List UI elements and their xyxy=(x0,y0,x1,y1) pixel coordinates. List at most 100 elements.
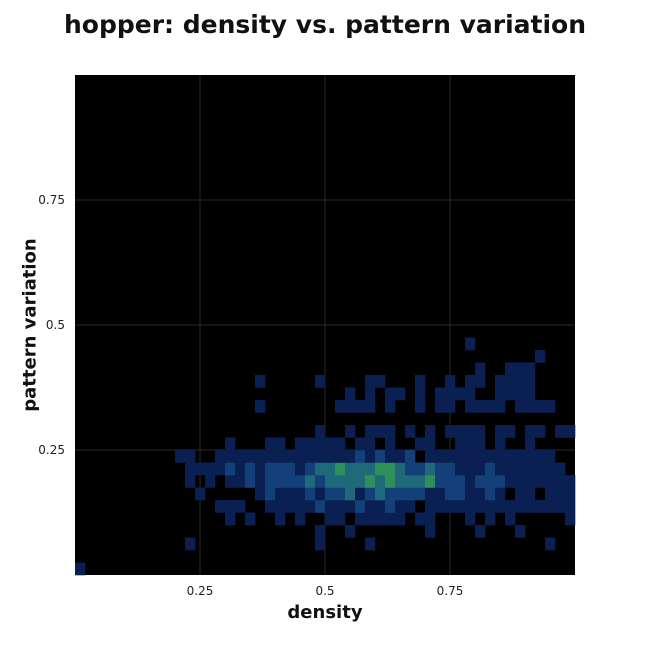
heatmap-cell xyxy=(525,375,536,388)
heatmap-cell xyxy=(445,475,456,488)
heatmap-cell xyxy=(445,500,456,513)
heatmap-cell xyxy=(335,400,346,413)
heatmap-cell xyxy=(425,475,436,488)
heatmap-cell xyxy=(425,450,436,463)
heatmap-cell xyxy=(435,500,446,513)
heatmap-cell xyxy=(375,425,386,438)
heatmap-cell xyxy=(355,500,366,513)
heatmap-cell xyxy=(475,400,486,413)
heatmap-cell xyxy=(525,450,536,463)
heatmap-cell xyxy=(425,437,436,451)
heatmap-cell xyxy=(505,475,516,488)
heatmap-cell xyxy=(385,487,396,501)
heatmap-cell xyxy=(335,475,346,488)
heatmap-cell xyxy=(485,475,496,488)
heatmap-cell xyxy=(505,375,516,388)
y-tick-label: 0.5 xyxy=(46,318,65,332)
heatmap-cell xyxy=(365,437,376,451)
heatmap-cell xyxy=(255,462,266,476)
heatmap-cell xyxy=(275,450,286,463)
heatmap-cell xyxy=(455,475,466,488)
heatmap-cell xyxy=(455,487,466,501)
heatmap-cell xyxy=(425,487,436,501)
heatmap-cell xyxy=(325,437,336,451)
heatmap-cell xyxy=(495,375,506,388)
heatmap-cell xyxy=(405,450,416,463)
heatmap-cell xyxy=(315,462,326,476)
heatmap-cells xyxy=(75,337,576,576)
heatmap-cell xyxy=(515,362,526,376)
heatmap-cell xyxy=(455,387,466,401)
heatmap-cell xyxy=(295,450,306,463)
heatmap-cell xyxy=(435,487,446,501)
heatmap-cell xyxy=(545,462,556,476)
heatmap-cell xyxy=(285,500,296,513)
heatmap-cell xyxy=(195,487,206,501)
y-axis-label: pattern variation xyxy=(19,238,41,412)
heatmap-cell xyxy=(465,437,476,451)
heatmap-cell xyxy=(475,437,486,451)
heatmap-cell xyxy=(275,437,286,451)
heatmap-cell xyxy=(415,512,426,526)
heatmap-cell xyxy=(545,475,556,488)
heatmap-cell xyxy=(385,475,396,488)
heatmap-cell xyxy=(495,437,506,451)
heatmap-cell xyxy=(555,500,566,513)
heatmap-cell xyxy=(185,475,196,488)
heatmap-cell xyxy=(245,512,256,526)
heatmap-cell xyxy=(325,487,336,501)
heatmap-cell xyxy=(425,425,436,438)
heatmap-cell xyxy=(495,387,506,401)
heatmap-cell xyxy=(525,462,536,476)
heatmap-cell xyxy=(215,450,226,463)
heatmap-cell xyxy=(545,487,556,501)
heatmap-cell xyxy=(395,500,406,513)
heatmap-cell xyxy=(565,475,576,488)
heatmap-cell xyxy=(255,475,266,488)
heatmap-cell xyxy=(405,487,416,501)
heatmap-cell xyxy=(485,462,496,476)
heatmap-cell xyxy=(225,512,236,526)
heatmap-cell xyxy=(305,450,316,463)
heatmap-cell xyxy=(535,400,546,413)
heatmap-cell xyxy=(375,487,386,501)
heatmap-cell xyxy=(565,425,576,438)
heatmap-cell xyxy=(185,537,196,551)
heatmap-cell xyxy=(475,450,486,463)
heatmap-cell xyxy=(295,437,306,451)
heatmap-cell xyxy=(495,400,506,413)
heatmap-cell xyxy=(355,487,366,501)
heatmap-cell xyxy=(465,450,476,463)
heatmap-cell xyxy=(455,437,466,451)
heatmap-cell xyxy=(425,512,436,526)
heatmap-cell xyxy=(365,387,376,401)
heatmap-cell xyxy=(375,475,386,488)
heatmap-cell xyxy=(345,400,356,413)
heatmap-cell xyxy=(435,462,446,476)
heatmap-cell xyxy=(385,512,396,526)
heatmap-cell xyxy=(185,450,196,463)
heatmap-cell xyxy=(365,375,376,388)
heatmap-cell xyxy=(495,462,506,476)
heatmap-cell xyxy=(225,500,236,513)
heatmap-cell xyxy=(485,450,496,463)
heatmap-cell xyxy=(435,475,446,488)
heatmap-cell xyxy=(505,512,516,526)
heatmap-cell xyxy=(555,462,566,476)
heatmap-cell xyxy=(235,475,246,488)
heatmap-cell xyxy=(195,462,206,476)
heatmap-cell xyxy=(525,362,536,376)
heatmap-cell xyxy=(525,487,536,501)
heatmap-cell xyxy=(265,437,276,451)
tick-labels: 0.25 0.5 0.75 0.25 0.5 0.75 xyxy=(38,193,463,598)
heatmap-cell xyxy=(355,512,366,526)
heatmap-cell xyxy=(355,462,366,476)
heatmap-cell xyxy=(395,387,406,401)
heatmap-cell xyxy=(335,437,346,451)
heatmap-cell xyxy=(565,487,576,501)
heatmap-cell xyxy=(235,450,246,463)
heatmap-cell xyxy=(495,475,506,488)
heatmap-cell xyxy=(445,450,456,463)
heatmap-cell xyxy=(345,475,356,488)
